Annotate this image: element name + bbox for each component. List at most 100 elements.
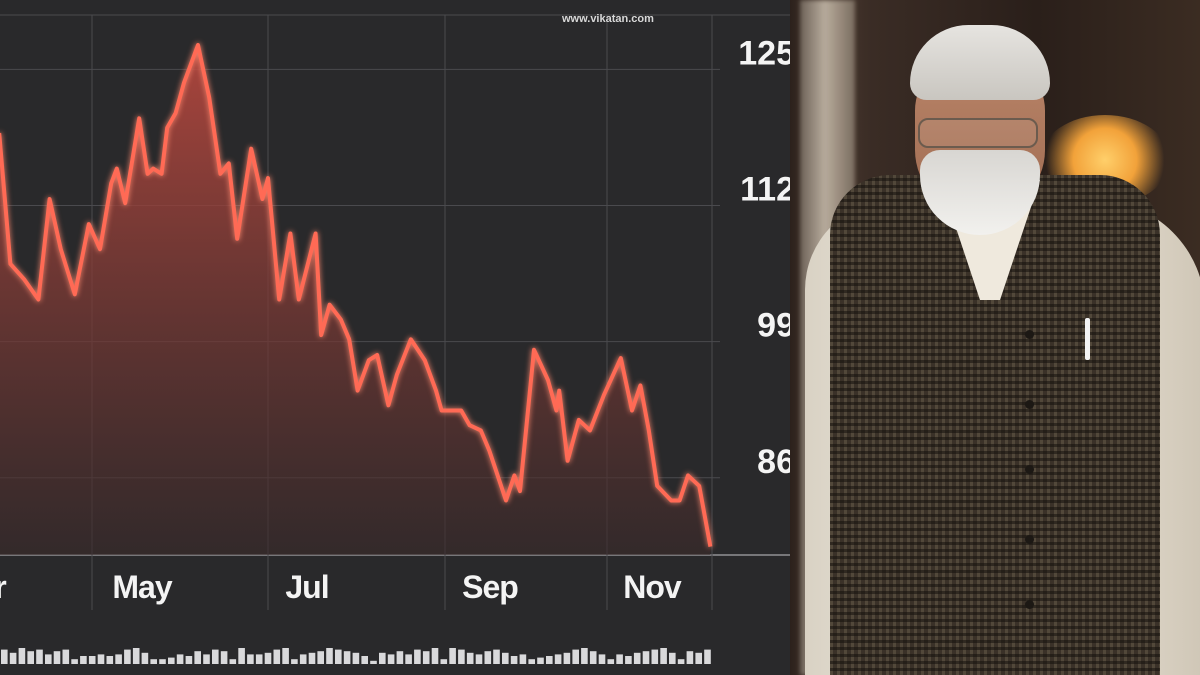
volume-bar: [361, 656, 368, 664]
volume-bar: [71, 659, 78, 664]
volume-bar: [370, 660, 377, 664]
vest-button: [1025, 600, 1034, 609]
watermark: www.vikatan.com: [561, 13, 654, 25]
volume-bar: [106, 656, 114, 664]
volume-bar: [405, 654, 412, 664]
white-hair: [910, 25, 1050, 100]
y-tick-label: 86: [757, 443, 795, 481]
volume-bar: [36, 649, 43, 664]
volume-bar: [141, 652, 149, 664]
volume-bar: [502, 652, 509, 664]
volume-bar: [18, 648, 26, 664]
volume-bar: [414, 649, 421, 664]
price-chart: 125 112 99 86 r May Jul Sep Nov www.vikatan.com: [0, 13, 800, 664]
volume-bar: [704, 649, 711, 664]
volume-bar: [194, 651, 201, 664]
y-tick-label: 99: [757, 307, 795, 345]
volume-bar: [335, 649, 342, 664]
volume-bar: [212, 649, 219, 664]
volume-bar: [343, 651, 351, 664]
volume-bar: [273, 649, 281, 664]
volume-bar: [642, 651, 650, 664]
volume-bar: [27, 651, 34, 664]
volume-bar: [282, 648, 289, 664]
volume-bar: [651, 649, 659, 664]
volume-bar: [510, 656, 518, 664]
x-tick-label: r: [0, 569, 6, 605]
volume-bar: [53, 651, 61, 664]
y-tick-label: 112: [740, 170, 795, 208]
volume-bar: [132, 648, 140, 664]
vest-button: [1025, 330, 1034, 339]
volume-bar: [387, 654, 395, 664]
volume-bar: [519, 654, 527, 664]
volume-bar: [185, 656, 193, 664]
volume-bar: [229, 659, 237, 664]
volume-bar: [422, 651, 430, 664]
volume-bar: [554, 654, 562, 664]
volume-bar: [669, 652, 676, 664]
checked-vest: [830, 175, 1160, 675]
volume-bar: [150, 659, 157, 664]
volume-bar: [633, 652, 641, 664]
volume-bar: [598, 654, 606, 664]
volume-bar: [431, 648, 439, 664]
vest-button: [1025, 535, 1034, 544]
volume-bar: [660, 648, 667, 664]
price-line: [0, 43, 713, 547]
volume-bar: [563, 652, 571, 664]
vest-button: [1025, 400, 1034, 409]
volume-bar: [616, 654, 623, 664]
volume-bar: [466, 652, 474, 664]
volume-bar: [220, 651, 228, 664]
volume-bar: [124, 649, 131, 664]
volume-bar: [291, 659, 298, 664]
x-tick-label: May: [112, 569, 172, 605]
volume-bar: [238, 648, 245, 664]
volume-bar: [396, 651, 404, 664]
volume-bar: [440, 659, 448, 664]
y-tick-label: 125: [738, 34, 795, 72]
volume-bar: [9, 652, 17, 664]
volume-bar: [62, 649, 70, 664]
volume-bar: [458, 649, 465, 664]
volume-bar: [352, 652, 360, 664]
volume-bar: [299, 654, 307, 664]
volume-bar: [317, 651, 324, 664]
volume-bar: [695, 652, 702, 664]
volume-bar: [379, 652, 386, 664]
volume-bar: [115, 654, 122, 664]
volume-bar: [159, 659, 166, 664]
volume-bar: [264, 652, 272, 664]
volume-bar: [625, 656, 632, 664]
volume-bar: [493, 649, 500, 664]
person-photo: [790, 0, 1200, 675]
volume-bar: [475, 654, 483, 664]
volume-bar: [607, 659, 615, 664]
volume-bar: [45, 654, 52, 664]
volume-bar: [528, 659, 535, 664]
volume-bar: [581, 648, 588, 664]
volume-bar: [546, 656, 553, 664]
volume-bar: [203, 654, 210, 664]
volume-bar: [308, 652, 316, 664]
volume-bar: [88, 656, 96, 664]
volume-bar: [677, 659, 685, 664]
stock-chart-panel: 125 112 99 86 r May Jul Sep Nov www.vikatan.com: [0, 13, 800, 664]
volume-bar: [686, 651, 694, 664]
volume-bar: [1, 649, 8, 664]
volume-bar: [326, 648, 333, 664]
x-tick-label: Jul: [285, 569, 328, 605]
volume-bar: [168, 657, 175, 664]
pen: [1085, 318, 1090, 360]
volume-bar: [449, 648, 456, 664]
vest-button: [1025, 465, 1034, 474]
volume-bar: [572, 649, 579, 664]
volume-bar: [80, 656, 87, 664]
volume-bar: [247, 654, 254, 664]
x-tick-label: Nov: [623, 569, 682, 605]
x-tick-label: Sep: [462, 569, 518, 605]
volume-bar: [537, 657, 544, 664]
volume-bar: [589, 651, 597, 664]
volume-bar: [484, 651, 492, 664]
